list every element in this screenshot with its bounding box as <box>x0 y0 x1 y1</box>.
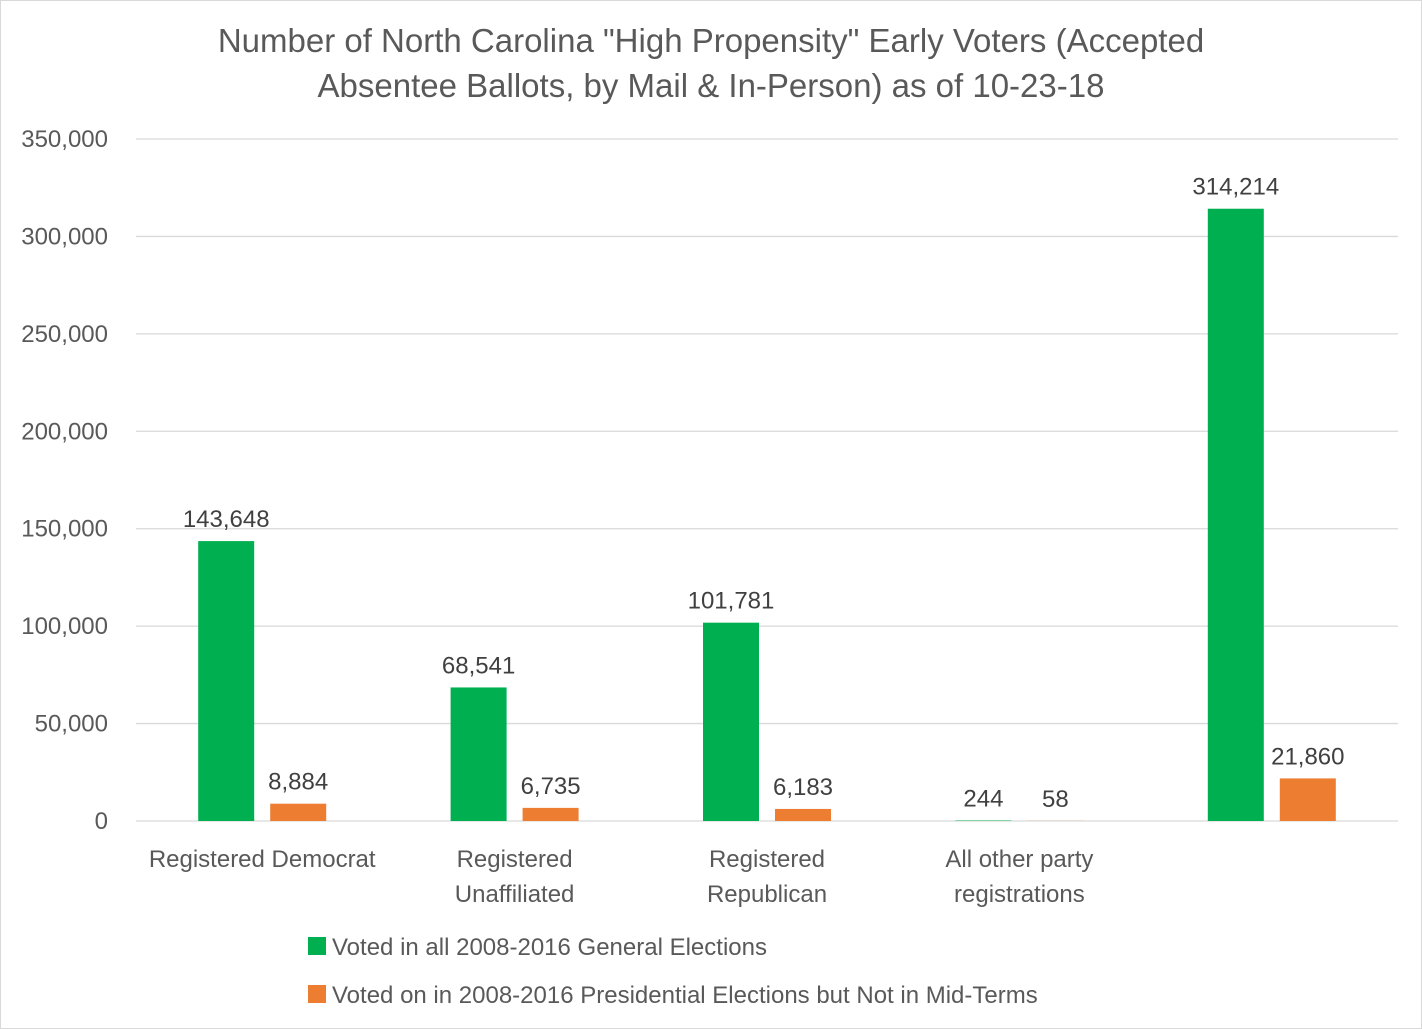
category-label: Registered <box>457 846 573 873</box>
bar-presidential-only <box>522 807 579 821</box>
y-tick-label: 150,000 <box>21 516 108 543</box>
category-label: Registered Democrat <box>149 846 376 873</box>
data-label: 8,884 <box>268 769 328 796</box>
legend-swatch <box>308 937 326 955</box>
data-label: 244 <box>963 786 1003 813</box>
y-tick-label: 50,000 <box>35 711 108 738</box>
bar-presidential-only <box>270 803 327 821</box>
data-label: 314,214 <box>1192 174 1279 201</box>
y-tick-label: 300,000 <box>21 223 108 250</box>
y-tick-label: 250,000 <box>21 321 108 348</box>
category-label: Republican <box>707 881 827 908</box>
y-tick-label: 350,000 <box>21 126 108 153</box>
data-label: 6,183 <box>773 774 833 801</box>
bar-presidential-only <box>1279 778 1336 821</box>
bar-general-elections <box>198 541 255 821</box>
legend-label: Voted in all 2008-2016 General Elections <box>332 934 767 961</box>
data-label: 101,781 <box>688 588 775 615</box>
legend-swatch <box>308 985 326 1003</box>
category-label: registrations <box>954 881 1085 908</box>
bar-presidential-only <box>775 808 831 821</box>
y-tick-label: 200,000 <box>21 418 108 445</box>
data-label: 143,648 <box>183 506 270 533</box>
category-label: Registered <box>709 846 825 873</box>
data-label: 21,860 <box>1271 743 1344 770</box>
category-label: All other party <box>945 846 1093 873</box>
data-label: 6,735 <box>521 773 581 800</box>
category-label: Unaffiliated <box>455 881 575 908</box>
chart-title-line: Absentee Ballots, by Mail & In-Person) a… <box>318 67 1105 104</box>
y-tick-label: 100,000 <box>21 613 108 640</box>
bar-general-elections <box>450 687 507 821</box>
data-label: 58 <box>1042 786 1069 813</box>
bar-general-elections <box>1207 208 1264 822</box>
legend-label: Voted on in 2008-2016 Presidential Elect… <box>332 982 1038 1009</box>
y-tick-label: 0 <box>95 808 108 835</box>
bar-general-elections <box>703 622 759 821</box>
chart-title-line: Number of North Carolina "High Propensit… <box>218 22 1204 59</box>
data-label: 68,541 <box>442 652 515 679</box>
